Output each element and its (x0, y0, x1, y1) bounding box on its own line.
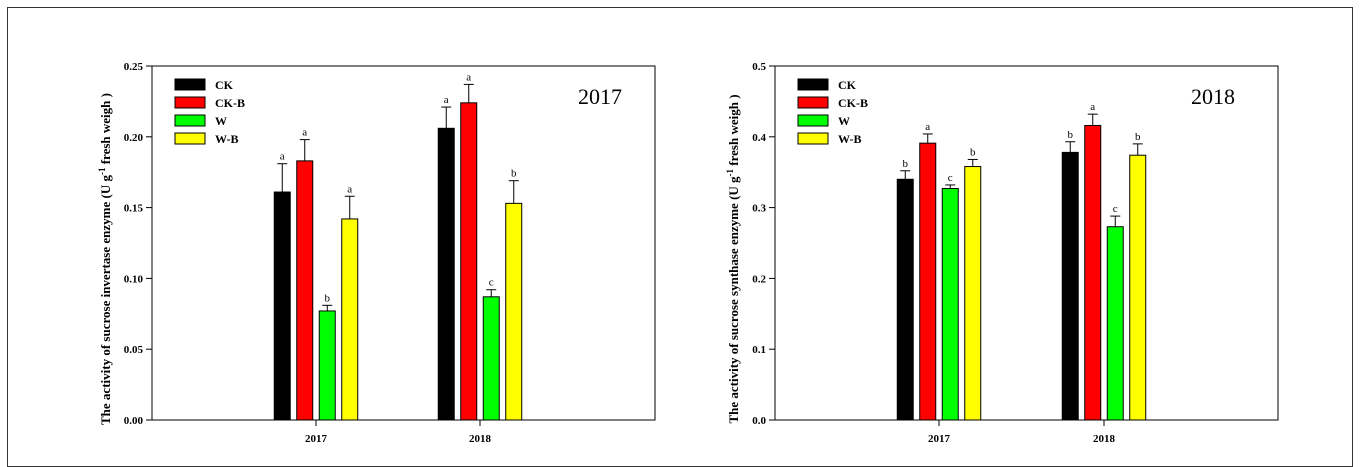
significance-letter: a (280, 151, 285, 163)
bar-ck-2017 (896, 178, 914, 421)
y-tick-label: 0.2 (752, 273, 766, 285)
significance-letter: a (1090, 101, 1095, 113)
significance-letter: b (903, 158, 909, 170)
significance-letter: a (302, 127, 307, 139)
legend-label-ck-b: CK-B (215, 96, 245, 110)
bar-ck-b-2018 (1084, 124, 1102, 421)
bar-ck-b-2018 (460, 102, 478, 421)
y-tick-label: 0.10 (124, 273, 144, 285)
significance-letter: b (970, 146, 976, 158)
significance-letter: a (925, 121, 930, 133)
bar-ck-2017 (273, 191, 291, 421)
y-tick-label: 0.1 (752, 344, 766, 356)
y-axis-label: The activity of sucrose invertase enzyme… (97, 93, 113, 425)
significance-letter: c (1113, 203, 1118, 215)
legend-label-ck: CK (215, 78, 234, 92)
chart-panel-2: 0.0 0.1 0.2 0.3 0.4 0.5 2017 2018 The activity o… (725, 61, 1279, 445)
legend-swatch-w-b (174, 132, 206, 145)
legend-swatch-ck (797, 78, 829, 91)
y-tick-label: 0.3 (752, 203, 766, 215)
legend-label-w: W (838, 114, 850, 128)
y-tick-label: 0.20 (124, 132, 144, 144)
bar-w-b-2018 (505, 202, 523, 421)
legend-label-ck-b: CK-B (838, 96, 868, 110)
legend-swatch-w (174, 114, 206, 127)
significance-letter: c (489, 277, 494, 289)
y-axis-label: The activity of sucrose synthase enzyme … (725, 94, 741, 423)
significance-letter: b (1068, 129, 1074, 141)
significance-letter: a (347, 183, 352, 195)
chart-title: 2018 (1191, 84, 1235, 109)
legend-swatch-w (797, 114, 829, 127)
bar-w-2017 (941, 187, 959, 421)
bar-w-2018 (482, 296, 500, 421)
y-tick-label: 0.00 (124, 415, 144, 427)
chart-title: 2017 (578, 84, 622, 109)
y-tick-label: 0.05 (124, 344, 144, 356)
legend-label-ck: CK (838, 78, 857, 92)
bar-ck-b-2017 (919, 142, 937, 421)
y-tick-label: 0.15 (124, 203, 144, 215)
y-tick-label: 0.0 (752, 415, 766, 427)
figure-frame (7, 7, 1353, 467)
bar-w-b-2017 (341, 218, 359, 421)
y-tick-label: 0.5 (752, 61, 766, 73)
bar-ck-b-2017 (296, 160, 314, 421)
legend-label-w: W (215, 114, 227, 128)
chart-panel-1: 0.00 0.05 0.10 0.15 0.20 0.25 2017 2018 The acti… (97, 61, 656, 445)
x-tick-label: 2018 (469, 433, 492, 445)
x-tick-label: 2017 (928, 433, 951, 445)
bar-ck-2018 (1061, 151, 1079, 421)
bar-w-b-2018 (1129, 154, 1147, 421)
legend-label-w-b: W-B (838, 132, 862, 146)
legend-swatch-ck-b (174, 96, 206, 109)
significance-letter: a (444, 94, 449, 106)
bar-w-b-2017 (964, 166, 982, 421)
bar-w-2018 (1106, 226, 1124, 421)
y-tick-label: 0.4 (752, 132, 766, 144)
legend-swatch-w-b (797, 132, 829, 145)
x-tick-label: 2018 (1093, 433, 1116, 445)
legend-label-w-b: W-B (215, 132, 239, 146)
plot-area-frame (774, 65, 1279, 421)
plot-area-frame (151, 65, 656, 421)
significance-letter: c (948, 172, 953, 184)
significance-letter: b (1135, 131, 1141, 143)
bar-w-2017 (318, 310, 336, 421)
legend-swatch-ck-b (797, 96, 829, 109)
y-tick-label: 0.25 (124, 61, 144, 73)
bar-ck-2018 (437, 127, 455, 421)
significance-letter: b (325, 292, 331, 304)
significance-letter: a (466, 71, 471, 83)
x-tick-label: 2017 (305, 433, 328, 445)
significance-letter: b (511, 168, 517, 180)
legend-swatch-ck (174, 78, 206, 91)
